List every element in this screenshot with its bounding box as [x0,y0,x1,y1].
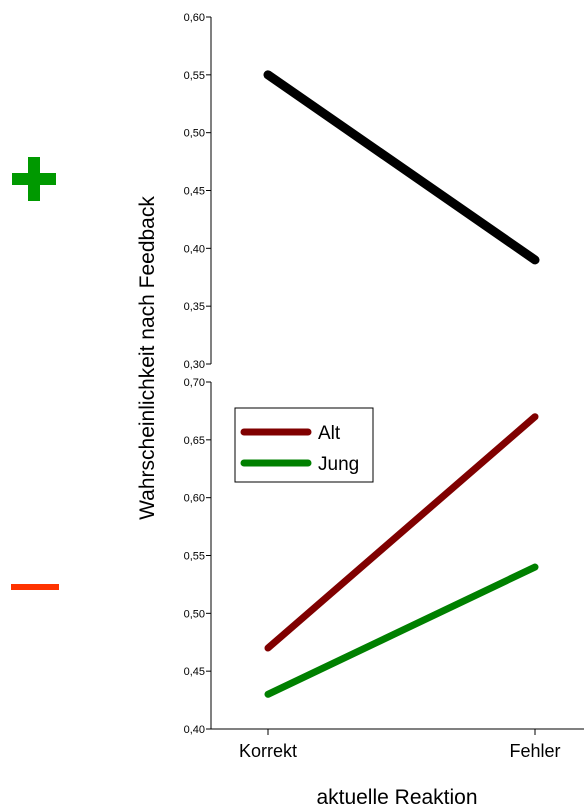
y-tick-label: 0,60 [184,493,205,505]
y-tick-label: 0,50 [184,608,205,620]
series-line-alt [264,413,539,652]
y-tick-label: 0,55 [184,551,205,563]
legend-label-alt: Alt [318,423,341,444]
x-axis-title: aktuelle Reaktion [316,786,477,809]
series-line-main [263,70,540,265]
legend: Alt Jung [234,407,374,483]
minus-icon [11,584,59,590]
y-tick-label: 0,40 [184,243,205,255]
y-tick-label: 0,30 [184,359,205,371]
x-tick-label-fehler: Fehler [509,741,560,761]
series-line-jung [264,563,539,698]
y-tick-label: 0,55 [184,70,205,82]
legend-box [234,407,374,483]
y-tick-label: 0,45 [184,186,205,198]
x-tick-label-korrekt: Korrekt [239,741,297,761]
legend-label-jung: Jung [318,454,359,475]
y-tick-label: 0,40 [184,724,205,736]
y-tick-label: 0,70 [184,377,205,389]
y-tick-label: 0,60 [184,12,205,24]
y-tick-label: 0,45 [184,666,205,678]
y-tick-label: 0,65 [184,435,205,447]
y-tick-label: 0,35 [184,301,205,313]
plus-icon [12,157,56,201]
y-tick-label: 0,50 [184,128,205,140]
y-axis-title: Wahrscheinlichkeit nach Feedback [136,196,159,520]
